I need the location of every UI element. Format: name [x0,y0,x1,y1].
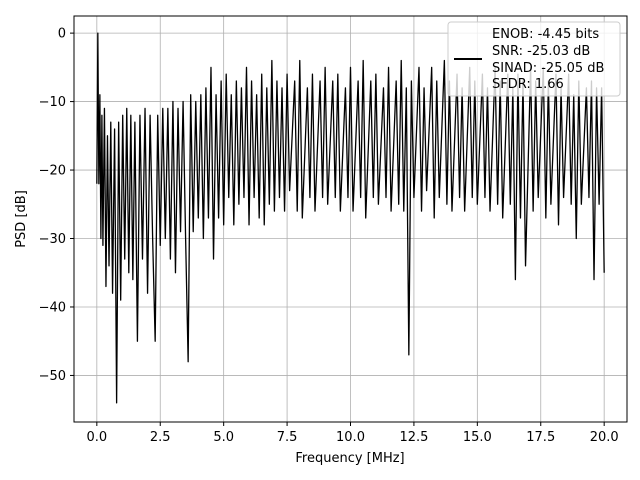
legend-entry-sfdr: SFDR: 1.66 [492,77,564,92]
x-tick-label: 2.5 [150,430,171,445]
y-tick-label: −40 [39,300,66,315]
legend-box [447,21,621,97]
y-tick-label: −30 [39,232,66,247]
y-tick-label: −20 [39,164,66,179]
legend-entry-enob: ENOB: -4.45 bits [492,27,599,42]
legend-entry-sinad: SINAD: -25.05 dB [492,61,604,76]
y-axis-ticks: 0 −10 −20 −30 −40 −50 [39,27,74,384]
legend-entry-snr: SNR: -25.03 dB [492,44,590,59]
y-tick-label: −50 [39,369,66,384]
x-axis-ticks: 0.0 2.5 5.0 7.5 10.0 12.5 15.0 17.5 20.0 [86,422,619,445]
x-tick-label: 7.5 [277,430,298,445]
y-tick-label: 0 [58,27,66,42]
x-tick-label: 20.0 [590,430,619,445]
y-tick-label: −10 [39,95,66,110]
x-tick-label: 12.5 [399,430,428,445]
legend: ENOB: -4.45 bits SNR: -25.03 dB SINAD: -… [447,21,621,97]
x-tick-label: 5.0 [213,430,234,445]
x-tick-label: 10.0 [336,430,365,445]
x-tick-label: 0.0 [86,430,107,445]
y-axis-label: PSD [dB] [14,190,29,248]
x-tick-label: 17.5 [526,430,555,445]
x-tick-label: 15.0 [463,430,492,445]
x-axis-label: Frequency [MHz] [295,451,404,466]
